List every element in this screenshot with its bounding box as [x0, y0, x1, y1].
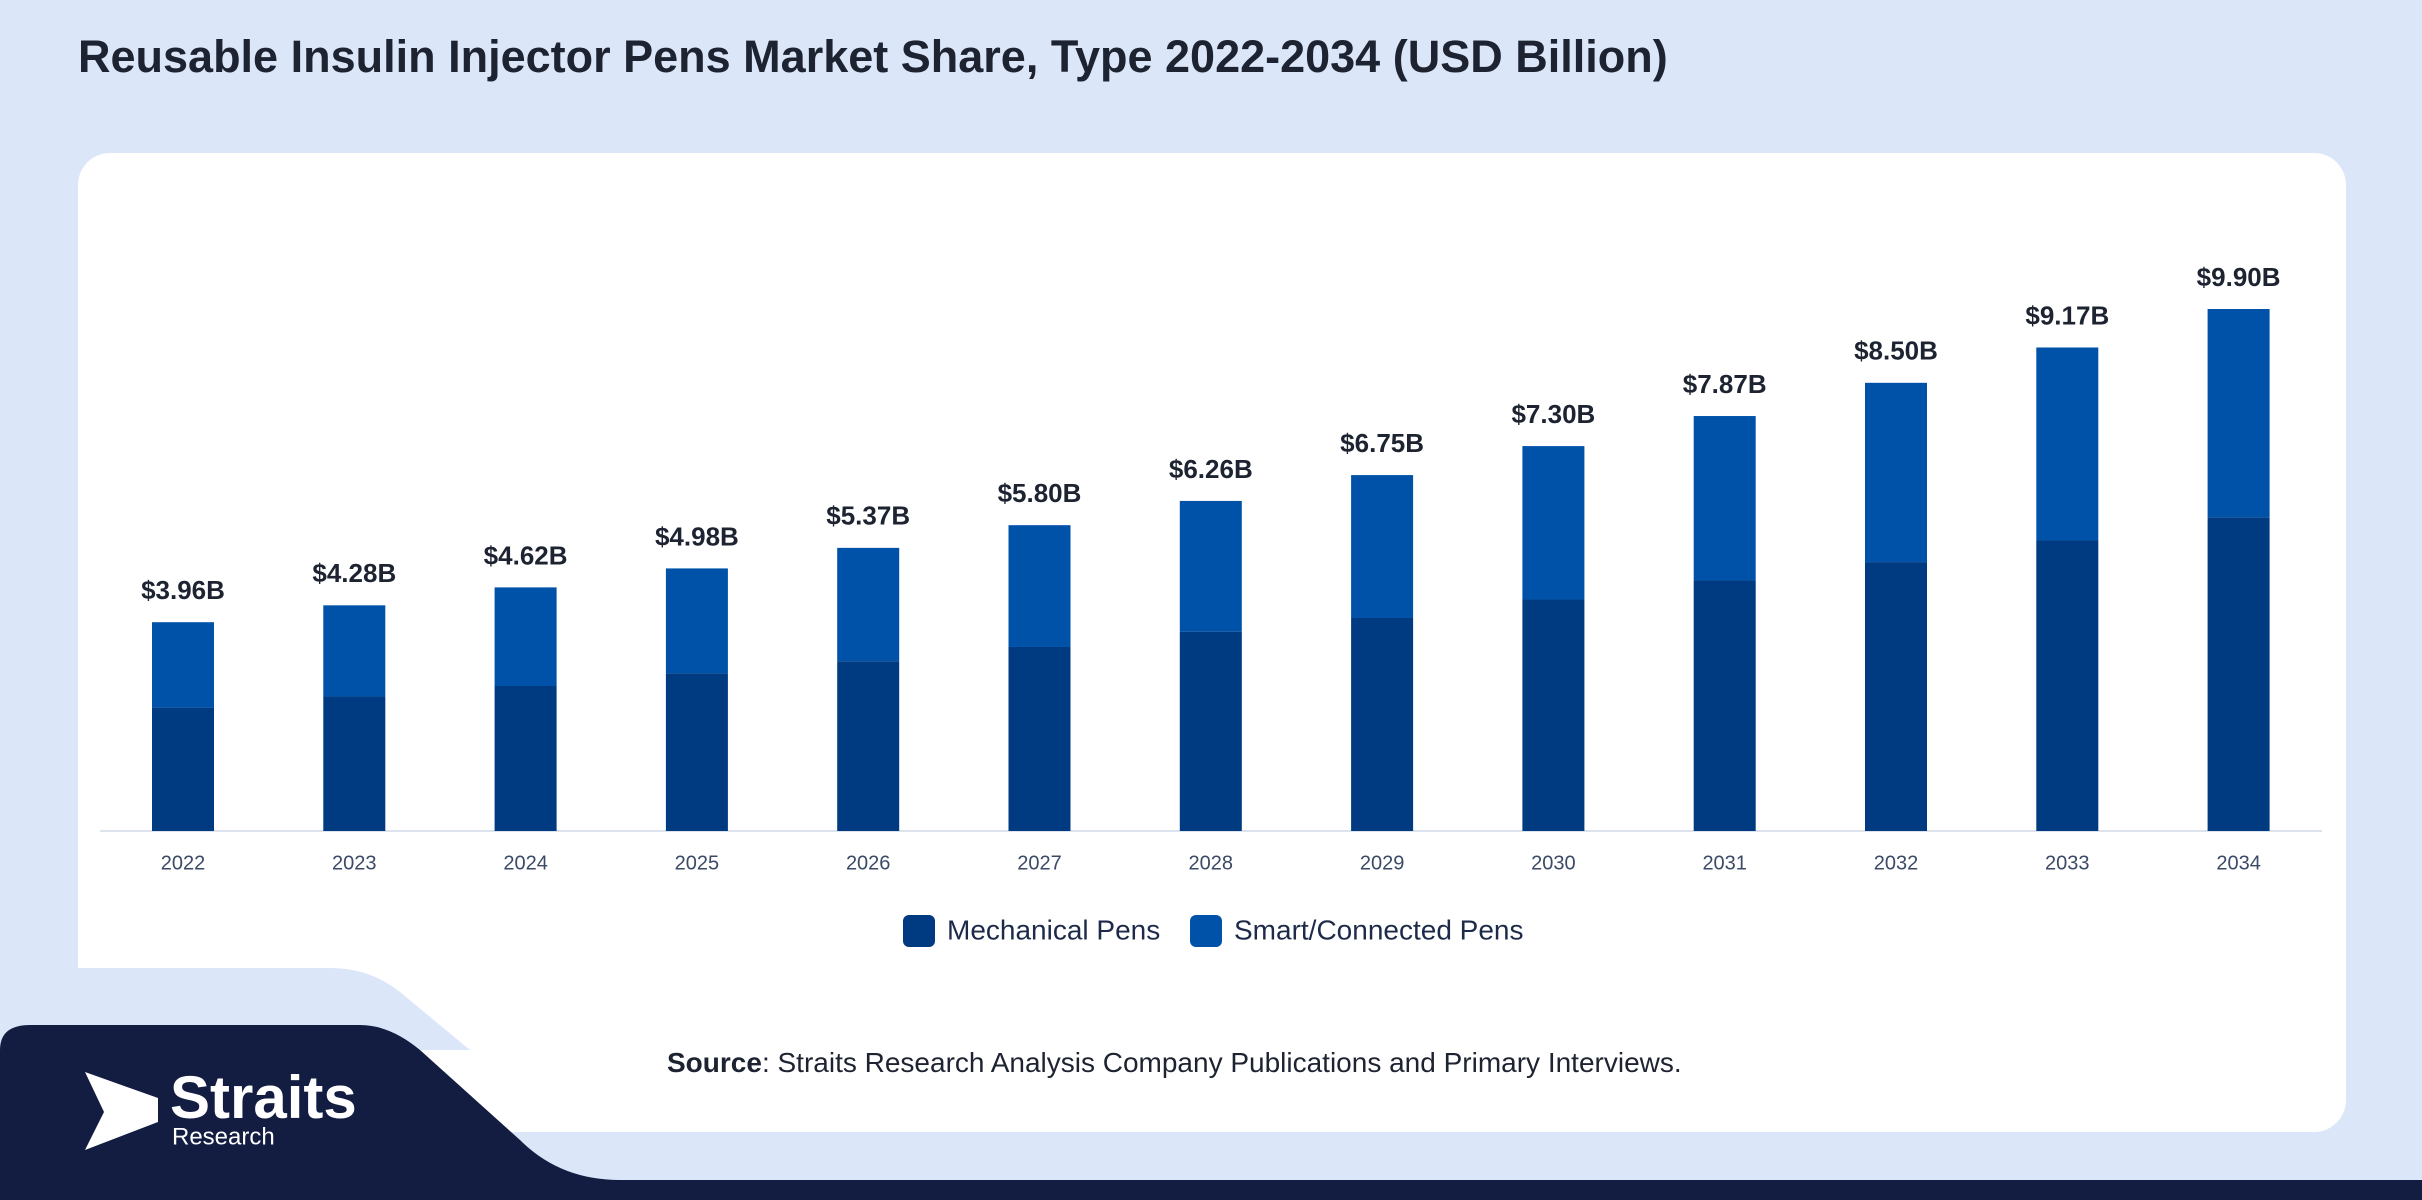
total-label: $3.96B: [141, 575, 225, 605]
bar-segment: [494, 686, 557, 831]
x-tick-label: 2034: [2216, 852, 2261, 874]
bar-segment: [1522, 599, 1585, 831]
bar-segment: [2036, 347, 2099, 541]
total-label: $5.37B: [826, 501, 910, 531]
bar-segment: [1179, 500, 1242, 632]
bar-segment: [152, 707, 214, 831]
bar-segment: [1865, 382, 1927, 563]
total-label: $6.26B: [1169, 454, 1253, 484]
x-tick-label: 2032: [1874, 852, 1919, 874]
x-tick-label: 2025: [675, 852, 720, 874]
bar-segment: [323, 605, 386, 697]
logo-name: Straits: [170, 1064, 357, 1131]
total-label: $6.75B: [1340, 428, 1424, 458]
bar-segment: [1693, 580, 1756, 831]
bar-segment: [1351, 475, 1414, 618]
x-tick-label: 2031: [1702, 852, 1747, 874]
bar-segment: [152, 622, 214, 708]
bar-segment: [2207, 517, 2270, 831]
x-tick-label: 2028: [1189, 852, 1234, 874]
x-tick-label: 2026: [846, 852, 891, 874]
x-tick-label: 2033: [2045, 852, 2090, 874]
bar-segment: [2207, 309, 2270, 518]
total-label: $4.62B: [484, 540, 568, 570]
total-label: $4.28B: [312, 558, 396, 588]
chart-title: Reusable Insulin Injector Pens Market Sh…: [78, 31, 1668, 82]
total-label: $9.17B: [2025, 300, 2109, 330]
total-label: $4.98B: [655, 521, 739, 551]
x-tick-label: 2024: [503, 852, 548, 874]
logo-mark: [85, 1072, 158, 1150]
legend-label: Smart/Connected Pens: [1234, 914, 1524, 945]
bar-segment: [2036, 540, 2099, 831]
total-label: $8.50B: [1854, 336, 1938, 366]
x-tick-label: 2027: [1017, 852, 1062, 874]
x-tick-label: 2022: [161, 852, 206, 874]
x-tick-label: 2029: [1360, 852, 1405, 874]
bar-segment: [837, 661, 900, 831]
bar-segment: [665, 673, 728, 831]
bar-segment: [494, 587, 557, 686]
x-tick-label: 2030: [1531, 852, 1576, 874]
total-label: $5.80B: [998, 478, 1082, 508]
legend-swatch: [1190, 915, 1222, 947]
legend-label: Mechanical Pens: [947, 914, 1160, 945]
bar-segment: [837, 547, 900, 662]
bar-segment: [1351, 617, 1414, 831]
total-label: $7.87B: [1683, 369, 1767, 399]
bar-segment: [1179, 631, 1242, 831]
footer-band: [0, 1025, 2422, 1200]
bar-segment: [1693, 416, 1756, 581]
total-label: $9.90B: [2197, 262, 2281, 292]
bar-segment: [1865, 562, 1927, 831]
legend-swatch: [903, 915, 935, 947]
source-text: : Straits Research Analysis Company Publ…: [762, 1047, 1682, 1078]
bar-segment: [1008, 525, 1071, 647]
bar-segment: [665, 568, 728, 674]
bar-segment: [1008, 646, 1071, 831]
bar-segment: [323, 696, 386, 831]
x-tick-label: 2023: [332, 852, 377, 874]
total-label: $7.30B: [1511, 399, 1595, 429]
source-label: Source: [667, 1047, 762, 1078]
logo-sub: Research: [172, 1123, 275, 1150]
bar-segment: [1522, 446, 1585, 600]
source-note: Source: Straits Research Analysis Compan…: [667, 1047, 1682, 1078]
